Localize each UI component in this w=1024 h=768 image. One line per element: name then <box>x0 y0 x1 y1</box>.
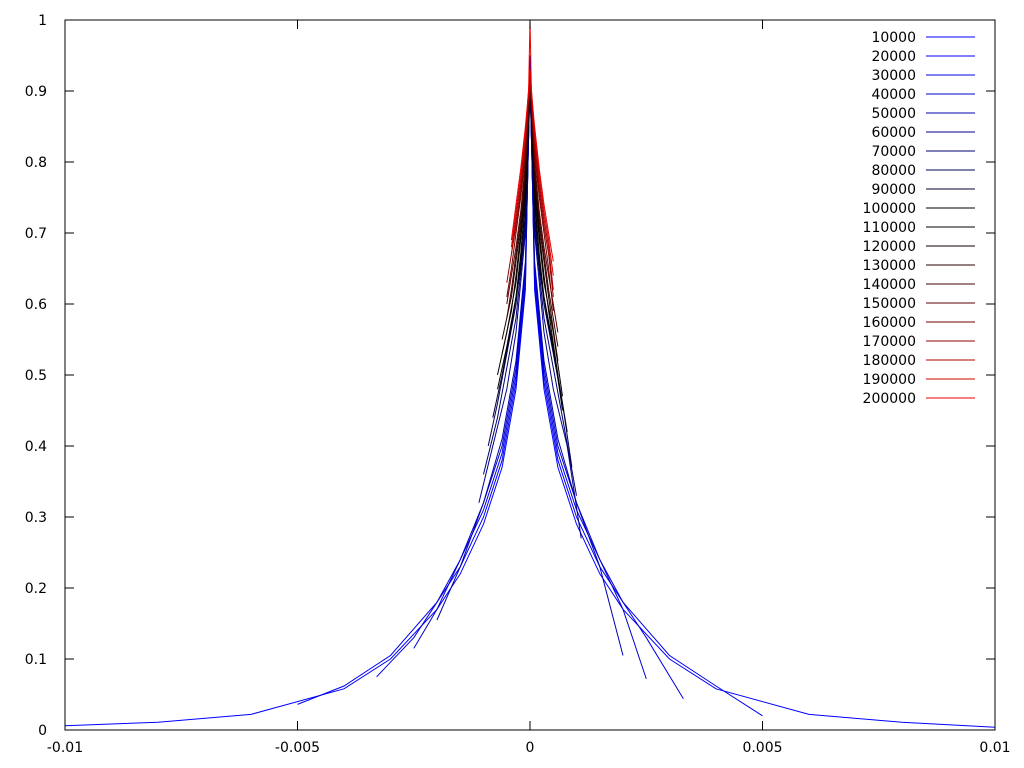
y-tick-label: 0.2 <box>25 581 47 597</box>
legend-label: 200000 <box>863 391 916 407</box>
plot-frame <box>64 19 996 731</box>
legend-label: 10000 <box>871 30 916 46</box>
legend-item: 10000 <box>871 30 975 46</box>
ticks-layer: -0.01 -0.005 0 0.005 0.01 0 0.1 0.2 0.3 0.4 0.5 0.6… <box>25 13 1011 756</box>
legend-item: 160000 <box>863 315 975 331</box>
legend-item: 150000 <box>863 296 975 312</box>
series-line-80000 <box>487 83 573 468</box>
legend-label: 40000 <box>871 87 916 103</box>
legend-item: 40000 <box>871 87 975 103</box>
legend-label: 150000 <box>863 296 916 312</box>
legend-label: 110000 <box>863 220 916 236</box>
legend-label: 170000 <box>863 334 916 350</box>
legend-item: 20000 <box>871 49 975 65</box>
series-line-180000 <box>510 76 554 290</box>
legend-label: 120000 <box>863 239 916 255</box>
legend-label: 160000 <box>863 315 916 331</box>
y-tick-label: 1 <box>38 13 47 29</box>
y-tick-label: 0.3 <box>25 510 47 526</box>
legend-item: 90000 <box>871 182 975 198</box>
series-line-40000 <box>413 76 647 680</box>
series-line-70000 <box>483 83 577 496</box>
y-tick-label: 0 <box>38 723 47 739</box>
series-layer <box>64 19 996 728</box>
legend-label: 90000 <box>871 182 916 198</box>
legend-item: 130000 <box>863 258 975 274</box>
legend-label: 60000 <box>871 125 916 141</box>
x-tick-label: -0.01 <box>47 740 83 756</box>
legend-label: 190000 <box>863 372 916 388</box>
y-tick-label: 0.7 <box>25 226 47 242</box>
legend-label: 100000 <box>863 201 916 217</box>
legend-item: 70000 <box>871 144 975 160</box>
x-tick-label: 0.01 <box>979 740 1010 756</box>
series-line-30000 <box>376 76 684 700</box>
y-tick-label: 0.4 <box>25 439 47 455</box>
legend-item: 30000 <box>871 68 975 84</box>
series-line-200000 <box>510 19 554 262</box>
y-tick-label: 0.1 <box>25 652 47 668</box>
legend-item: 50000 <box>871 106 975 122</box>
legend-item: 200000 <box>863 391 975 407</box>
legend-label: 80000 <box>871 163 916 179</box>
legend-item: 140000 <box>863 277 975 293</box>
legend-item: 190000 <box>863 372 975 388</box>
legend-item: 170000 <box>863 334 975 350</box>
legend-item: 60000 <box>871 125 975 141</box>
y-tick-label: 0.6 <box>25 297 47 313</box>
series-line-90000 <box>492 83 568 432</box>
legend: 10000 20000 30000 40000 50000 60000 70000 80000… <box>863 30 975 407</box>
legend-item: 180000 <box>863 353 975 369</box>
legend-item: 80000 <box>871 163 975 179</box>
legend-label: 70000 <box>871 144 916 160</box>
legend-label: 20000 <box>871 49 916 65</box>
y-tick-label: 0.5 <box>25 368 47 384</box>
x-tick-label: -0.005 <box>275 740 320 756</box>
legend-item: 110000 <box>863 220 975 236</box>
series-line-100000 <box>497 83 563 411</box>
y-tick-label: 0.8 <box>25 155 47 171</box>
legend-label: 180000 <box>863 353 916 369</box>
series-line-10000 <box>64 55 996 728</box>
legend-item: 120000 <box>863 239 975 255</box>
series-line-20000 <box>297 69 763 717</box>
y-tick-label: 0.9 <box>25 84 47 100</box>
x-tick-label: 0 <box>526 740 535 756</box>
x-tick-label: 0.005 <box>742 740 782 756</box>
series-line-50000 <box>436 83 624 656</box>
legend-label: 130000 <box>863 258 916 274</box>
legend-label: 50000 <box>871 106 916 122</box>
legend-item: 100000 <box>863 201 975 217</box>
legend-label: 30000 <box>871 68 916 84</box>
legend-label: 140000 <box>863 277 916 293</box>
